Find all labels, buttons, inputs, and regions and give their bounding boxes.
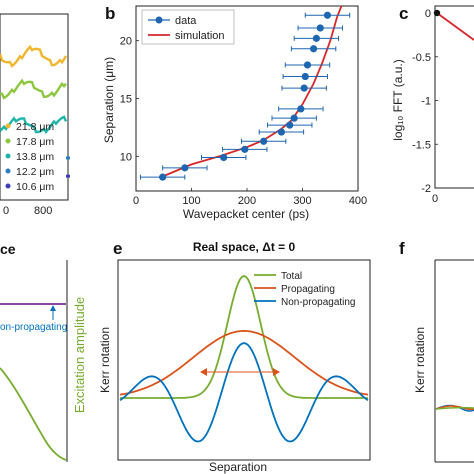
panel-b-xtick-label: 200 <box>238 195 256 207</box>
panel-e-curve-0 <box>120 275 368 399</box>
panel-a-legend-marker-4 <box>5 183 11 189</box>
panel-c-ytick-label: 0 <box>425 8 431 20</box>
panel-b-data-point <box>241 145 249 153</box>
panel-b-data-point <box>159 173 167 181</box>
panel-e: e Real space, Δt = 0 Separation Kerr rot… <box>98 239 371 474</box>
panel-b-ytick-label: 15 <box>120 94 132 106</box>
panel-a-legend-label-1: 17.8 μm <box>16 136 54 148</box>
panel-b-xtick-label: 300 <box>293 195 311 207</box>
panel-b-simulation-path <box>163 5 343 177</box>
panel-e-curve-2 <box>119 342 369 443</box>
panel-b-xtick-label: 100 <box>182 195 200 207</box>
panel-d-title-fragment: ce <box>0 241 16 257</box>
panel-b-data-point <box>310 45 318 53</box>
panel-a-xtick-0: 0 <box>3 205 9 217</box>
panel-b-ytick-label: 20 <box>120 36 132 48</box>
panel-c-ytick-label: -2 <box>421 183 431 195</box>
panel-e-arrow-left <box>200 368 207 376</box>
panel-b-data-point <box>303 61 312 69</box>
panel-d-arrowhead <box>50 305 56 311</box>
panel-c-ylabel: log₁₀ FFT (a.u.) <box>391 59 405 141</box>
panel-c-label: c <box>399 4 408 23</box>
panel-f-ylabel: Kerr rotation <box>413 327 427 393</box>
panel-c-frame <box>434 5 474 189</box>
panel-b-legend-box <box>141 9 235 45</box>
panel-c-ticks: 0 -0.5 -1 -1.5 -2 <box>412 8 438 195</box>
panel-c-xtick-0: 0 <box>432 193 438 205</box>
panel-b-data-point <box>220 153 228 162</box>
panel-b: b 0 100 200 300 400 10 15 20 Wavepacket center … <box>102 4 367 221</box>
panel-a-legend-marker-0 <box>5 123 11 129</box>
panel-e-xlabel: Separation <box>209 460 267 474</box>
panel-e-arrow-right <box>273 368 280 376</box>
panel-b-data-point <box>300 84 308 92</box>
legend-propagating-label: Propagating <box>281 284 335 295</box>
panel-c-ytick-label: -1.5 <box>412 139 431 151</box>
panel-a-trace-1 <box>0 78 67 100</box>
panel-a-legend: 21.8 μm 17.8 μm 13.8 μm 12.2 μm 10.6 μm <box>5 121 54 193</box>
panel-b-xtick-label: 400 <box>349 195 367 207</box>
panel-a: 21.8 μm 17.8 μm 13.8 μm 12.2 μm 10.6 μm 0 80… <box>0 13 70 217</box>
panel-a-legend-label-4: 10.6 μm <box>16 181 54 193</box>
panel-d-right-ylabel: Excitation amplitude <box>72 297 87 413</box>
panel-b-data-point <box>286 121 294 129</box>
legend-data-label: data <box>175 15 197 27</box>
panel-b-data-point <box>277 128 286 136</box>
panel-e-title: Real space, Δt = 0 <box>193 240 296 254</box>
panel-b-data-point <box>297 105 305 113</box>
panel-b-legend: data simulation <box>141 9 235 45</box>
panel-b-data-point <box>301 72 309 81</box>
panel-b-data-point <box>312 34 320 42</box>
panel-b-data-point <box>181 164 189 172</box>
panel-c-origin-marker <box>433 9 441 17</box>
panel-b-data-points <box>139 11 351 181</box>
panel-c-fft-line <box>436 12 474 41</box>
panel-f-label: f <box>399 239 405 258</box>
panel-e-frame <box>117 259 371 461</box>
panel-a-legend-label-0: 21.8 μm <box>16 121 54 133</box>
panel-b-xtick-label: 0 <box>133 195 139 207</box>
panel-a-traces <box>0 44 70 178</box>
panel-c-ytick-label: -0.5 <box>412 52 431 64</box>
panel-a-trace-2 <box>0 115 68 135</box>
panel-b-simulation-curve <box>163 5 343 177</box>
panel-c: c 0 -0.5 -1 -1.5 -2 log₁₀ FFT (a.u.) 0 <box>391 4 474 205</box>
panel-c-ytick-label: -1 <box>421 96 431 108</box>
panel-b-ticks: 0 100 200 300 400 10 15 20 <box>120 36 367 207</box>
legend-nonpropagating-label: Non-propagating <box>281 297 356 308</box>
panel-a-legend-marker-1 <box>5 138 11 144</box>
panel-a-legend-marker-2 <box>5 153 11 159</box>
panel-b-data-point <box>316 24 324 32</box>
panel-b-ylabel: Separation (μm) <box>102 57 116 143</box>
panel-f: f Kerr rotation <box>399 239 474 463</box>
panel-d-annotation: on-propagating <box>0 322 67 333</box>
panel-e-ylabel: Kerr rotation <box>98 327 112 393</box>
panel-a-legend-marker-3 <box>5 168 11 174</box>
panel-b-data-point <box>323 11 332 19</box>
panel-b-xlabel: Wavepacket center (ps) <box>183 207 309 221</box>
panel-a-trace-0 <box>0 44 68 68</box>
panel-a-frame <box>0 13 69 201</box>
panel-d: ce on-propagating Excitation amplitude <box>0 241 87 462</box>
panel-e-curve-1 <box>119 329 369 396</box>
legend-total-label: Total <box>281 271 302 282</box>
panel-b-label: b <box>105 4 115 23</box>
panel-b-ytick-label: 10 <box>120 151 132 163</box>
legend-data-marker <box>155 16 163 24</box>
panel-b-data-point <box>260 137 268 145</box>
panel-b-data-point <box>290 114 298 122</box>
panel-a-xtick-800: 800 <box>34 205 52 217</box>
panel-a-legend-label-3: 12.2 μm <box>16 166 54 178</box>
panel-e-label: e <box>113 239 122 258</box>
panel-a-legend-label-2: 13.8 μm <box>16 151 54 163</box>
panel-f-green-curve <box>435 406 474 410</box>
panel-e-legend: Total Propagating Non-propagating <box>254 271 356 308</box>
panel-e-curves <box>119 275 369 443</box>
legend-simulation-label: simulation <box>175 30 225 42</box>
panel-d-green-curve <box>0 367 67 461</box>
